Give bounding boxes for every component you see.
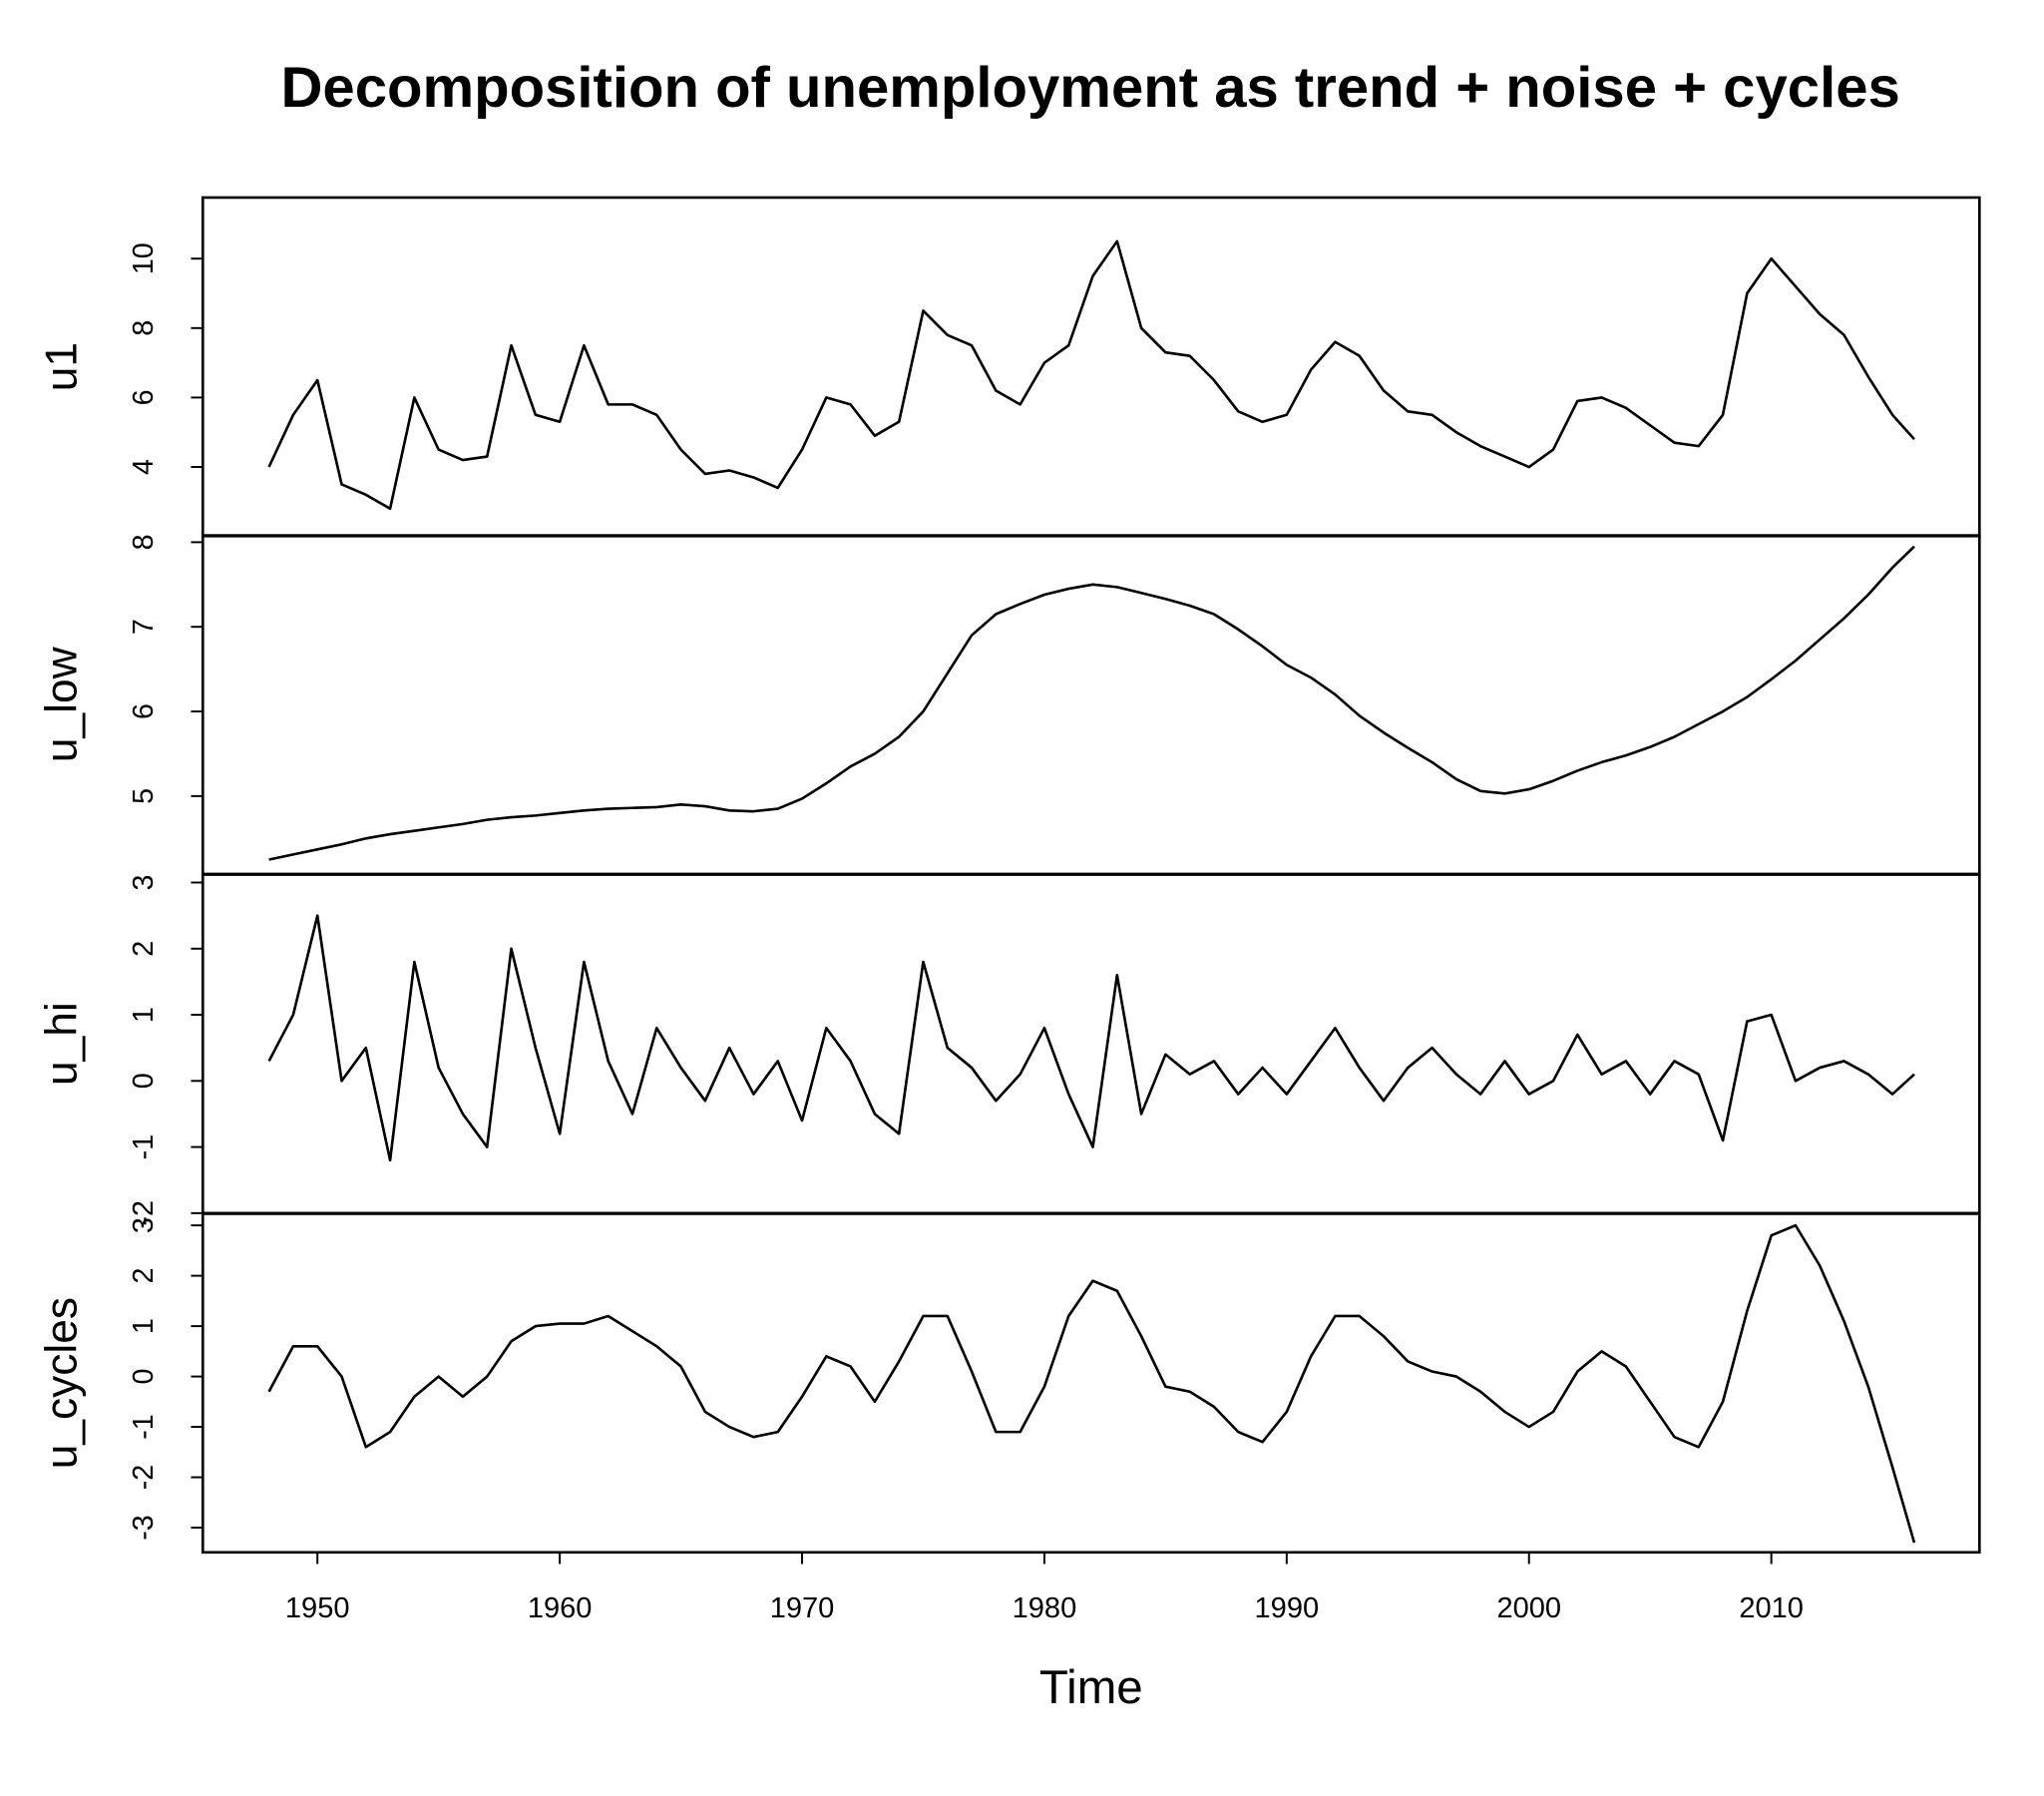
series-line — [267, 1223, 1916, 1544]
x-tick-label: 1970 — [770, 1592, 835, 1624]
y-tick-label: 0 — [128, 1073, 160, 1089]
panel-frame — [201, 196, 1981, 538]
y-tick-label: 8 — [128, 320, 160, 336]
y-tick-label: -1 — [128, 1414, 160, 1439]
x-tick-label: 1950 — [285, 1592, 350, 1624]
x-tick-label: 1980 — [1013, 1592, 1077, 1624]
panel-frame — [201, 873, 1981, 1215]
y-tick-label: 2 — [128, 941, 160, 957]
y-tick-label: -1 — [128, 1134, 160, 1159]
x-tick-label: 2010 — [1739, 1592, 1804, 1624]
x-tick-label: 1990 — [1255, 1592, 1320, 1624]
x-axis-label: Time — [1039, 1661, 1143, 1714]
x-tick-label: 1960 — [528, 1592, 593, 1624]
chart-title: Decomposition of unemployment as trend +… — [280, 56, 1899, 120]
y-axis-label: u_hi — [37, 1002, 86, 1086]
y-tick-label: 4 — [128, 459, 160, 475]
y-tick-label: 6 — [128, 703, 160, 719]
y-tick-label: 3 — [128, 1217, 160, 1233]
y-tick-label: -2 — [128, 1465, 160, 1490]
y-tick-label: 5 — [128, 788, 160, 804]
panel-frame — [201, 1212, 1981, 1555]
y-tick-label: 3 — [128, 875, 160, 891]
series-line — [267, 914, 1915, 1162]
y-tick-label: 2 — [128, 1268, 160, 1284]
y-tick-label: 1 — [128, 1318, 160, 1334]
y-tick-label: 7 — [128, 619, 160, 635]
y-axis-label: u_low — [37, 647, 86, 762]
y-tick-label: 6 — [128, 389, 160, 405]
y-tick-label: -2 — [128, 1200, 160, 1225]
x-tick-label: 2000 — [1496, 1592, 1561, 1624]
y-tick-label: 1 — [128, 1007, 160, 1023]
y-axis-label: u1 — [37, 342, 86, 391]
series-line — [267, 239, 1915, 511]
y-tick-label: 0 — [128, 1369, 160, 1385]
series-line — [268, 545, 1915, 861]
y-tick-label: 10 — [128, 242, 160, 274]
y-tick-label: 8 — [128, 534, 160, 550]
y-axis-label: u_cycles — [37, 1297, 86, 1469]
y-tick-label: -3 — [128, 1515, 160, 1540]
